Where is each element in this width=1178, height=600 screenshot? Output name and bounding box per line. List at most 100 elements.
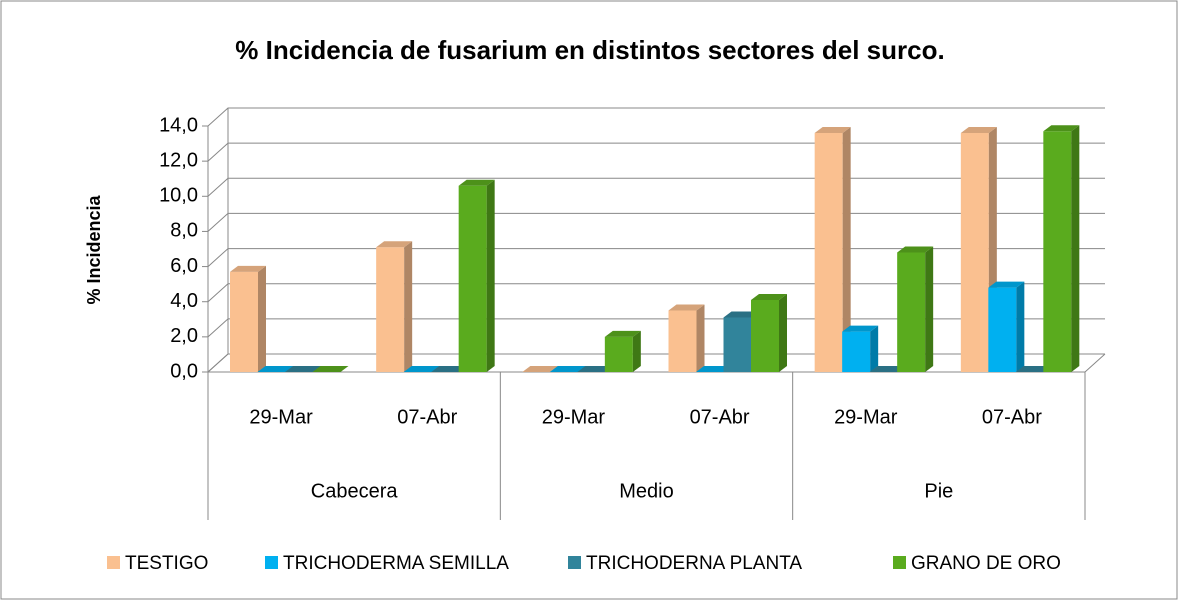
legend-label: TRICHODERMA SEMILLA [283,553,509,574]
grid-line [207,283,1105,303]
bar-side [404,241,413,372]
grid-line [207,142,1105,162]
bar-side [1071,125,1080,373]
x-tick-label: 29-Mar [542,406,606,428]
group-label: Medio [619,480,673,502]
chart-title: % Incidencia de fusarium en distintos se… [235,35,944,65]
y-tick-label: 0,0 [170,360,198,382]
legend-swatch [265,556,278,569]
bar-side [842,127,851,373]
legend-swatch [107,556,120,569]
grid-line [207,353,1105,373]
grid-line [207,318,1105,338]
bar-front [897,252,926,372]
bar [960,127,997,373]
legend-label: GRANO DE ORO [911,553,1061,574]
y-tick-label: 6,0 [170,255,198,277]
bar-top [869,366,906,372]
bar-front [723,317,752,372]
bar-front [751,299,779,372]
bar [577,366,614,372]
bar-side [870,325,879,372]
bar-top [458,179,495,186]
bar-top [814,127,851,134]
bar-top [668,304,705,311]
bar [522,366,559,372]
bar-front [604,336,633,372]
bar-front [230,271,258,372]
grid-line [207,212,1105,232]
bar-front [458,185,487,372]
bar-top [285,366,321,372]
legend-swatch [893,556,906,569]
bar [549,366,586,372]
legend-label: TRICHODERNA PLANTA [586,553,802,574]
y-tick-label: 10,0 [159,185,198,207]
bar-top [696,366,732,372]
bar-top [988,281,1025,288]
bar-top [723,311,760,318]
group-label: Pie [924,480,953,502]
bar [1043,125,1080,373]
bar [285,366,321,372]
x-tick-label: 29-Mar [249,406,313,428]
x-tick-label: 07-Abr [690,406,750,428]
bar [230,265,266,372]
bar [376,241,413,372]
bar-front [668,310,697,372]
y-tick-label: 4,0 [170,290,198,312]
bar-side [696,304,705,372]
bar [897,246,934,372]
grid-line [207,177,1105,197]
x-tick-label: 07-Abr [397,406,457,428]
bar-front [376,247,405,372]
bar [842,325,879,372]
bar-top [312,366,349,372]
grid-line [207,248,1105,267]
bar-top [604,330,641,337]
bar-front [842,331,871,372]
y-tick-label: 14,0 [159,114,198,136]
bar-top [577,366,614,372]
legend-swatch [568,556,581,569]
grid-line [207,107,1105,127]
bar [869,366,906,372]
bar-top [403,366,440,372]
bar [696,366,732,372]
bar-side [258,265,266,372]
bar [431,366,468,372]
legend-label: TESTIGO [125,553,208,574]
x-tick-label: 29-Mar [834,406,898,428]
group-label: Cabecera [311,480,399,502]
bar [814,127,851,373]
bar-side [486,179,495,372]
bar-side [632,330,641,372]
bar-top [549,366,586,372]
bar-front [1043,131,1072,372]
bar [751,293,787,372]
y-tick-label: 12,0 [159,149,198,171]
bar-side [1016,281,1025,372]
y-axis-label: % Incidencia [84,194,104,304]
bar-front [960,133,989,372]
bar-top [376,241,413,248]
bar [312,366,349,372]
bar-top [751,293,787,300]
bar-top [431,366,468,372]
bar [988,281,1025,372]
x-tick-label: 07-Abr [982,406,1042,428]
y-tick-label: 2,0 [170,325,198,347]
bar [1015,366,1052,372]
bar [668,304,705,372]
bar-top [230,265,266,272]
bar-top [257,366,294,372]
bar [403,366,440,372]
bar-top [522,366,559,372]
bar-side [779,293,787,372]
bar-top [1043,125,1080,132]
bar-top [842,325,879,332]
bar-top [897,246,934,253]
bar-top [960,127,997,134]
bar [604,330,641,372]
